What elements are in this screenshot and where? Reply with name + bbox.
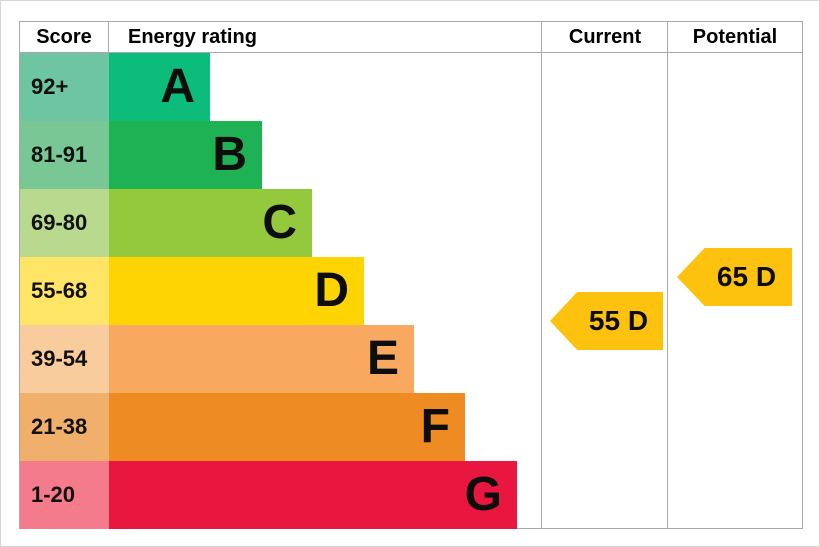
current-rating-arrow: 55 D [550, 292, 663, 350]
band-row-e: 39-54 E [20, 325, 560, 393]
score-range-cell: 55-68 [20, 257, 109, 325]
rating-bar-f: F [109, 393, 465, 461]
gridline-current-column [541, 22, 542, 528]
gridline-potential-column [667, 22, 668, 528]
column-header-current: Current [568, 25, 642, 48]
potential-rating-arrow: 65 D [677, 248, 792, 306]
band-row-f: 21-38 F [20, 393, 560, 461]
column-header-score: Score [20, 22, 109, 52]
band-row-b: 81-91 B [20, 121, 560, 189]
table-header-row: Score Energy rating Current Potential [20, 22, 802, 53]
band-letter: A [160, 60, 195, 113]
score-range-cell: 21-38 [20, 393, 109, 461]
rating-bar-c: C [109, 189, 312, 257]
score-range-cell: 92+ [20, 53, 109, 121]
score-range-cell: 39-54 [20, 325, 109, 393]
band-letter: D [314, 264, 349, 317]
rating-bar-a: A [109, 53, 210, 121]
column-header-energy-rating: Energy rating [128, 25, 257, 48]
band-row-a: 92+ A [20, 53, 560, 121]
current-rating-label: 55 D [588, 305, 649, 336]
band-row-d: 55-68 D [20, 257, 560, 325]
score-range-cell: 81-91 [20, 121, 109, 189]
column-header-potential: Potential [692, 25, 778, 48]
potential-rating-label: 65 D [716, 261, 777, 292]
score-range-cell: 1-20 [20, 461, 109, 529]
rating-bar-e: E [109, 325, 414, 393]
rating-bar-g: G [109, 461, 517, 529]
band-letter: G [464, 468, 502, 521]
band-letter: C [262, 196, 297, 249]
score-range-cell: 69-80 [20, 189, 109, 257]
band-letter: F [420, 400, 450, 453]
epc-table: Score Energy rating Current Potential 92… [19, 21, 803, 529]
band-letter: B [212, 128, 247, 181]
rating-bar-b: B [109, 121, 262, 189]
rating-bar-d: D [109, 257, 364, 325]
band-letter: E [366, 332, 399, 385]
band-row-g: 1-20 G [20, 461, 560, 529]
band-row-c: 69-80 C [20, 189, 560, 257]
band-rows: 92+ A 81-91 B 69-80 C 55-68 D 39-54 [20, 53, 560, 529]
